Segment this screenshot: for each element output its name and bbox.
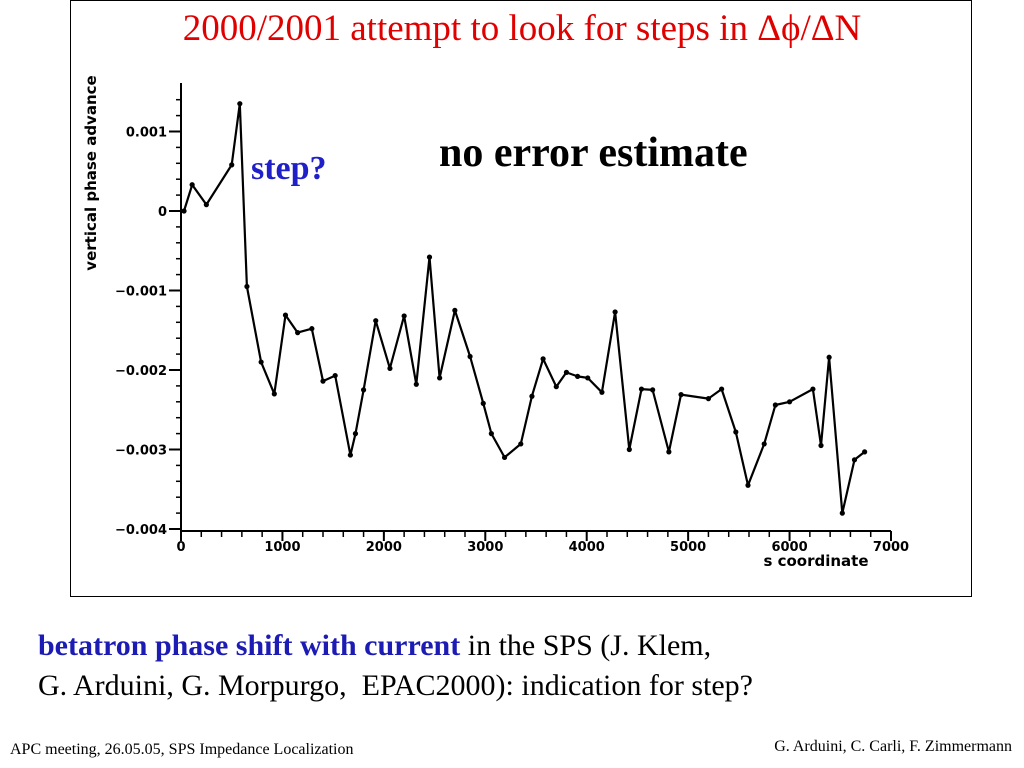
no-error-annotation: no error estimate	[439, 130, 748, 176]
data-point	[467, 353, 473, 360]
data-point	[203, 202, 209, 208]
data-point	[529, 393, 535, 399]
data-point	[826, 354, 832, 360]
data-point	[401, 313, 407, 319]
axes: 0.001 0 −0.001 −0.002 −0.003 −0.004 0 1000 2000 3…	[115, 83, 909, 555]
data-point	[347, 452, 353, 458]
data-point	[851, 457, 858, 463]
x-tick-label: 5000	[670, 540, 706, 555]
x-tick-label: 0	[176, 540, 185, 555]
data-point	[585, 375, 591, 381]
y-tick-label: 0	[158, 205, 167, 220]
data-point	[501, 454, 508, 461]
caption-line2: G. Arduini, G. Morpurgo, EPAC2000): indi…	[38, 669, 753, 702]
data-point	[818, 442, 824, 449]
data-point	[452, 307, 458, 313]
data-point	[599, 389, 605, 395]
data-point	[518, 441, 524, 447]
chart-title: 2000/2001 attempt to look for steps in Δ…	[182, 8, 862, 49]
caption: betatron phase shift with current in the…	[38, 626, 998, 706]
data-point	[638, 386, 645, 392]
series-layer	[181, 101, 868, 516]
data-point	[733, 429, 739, 435]
y-tick-label: −0.001	[115, 285, 167, 300]
data-point	[810, 386, 816, 392]
data-point	[563, 369, 570, 375]
caption-line1-rest: in the SPS (J. Klem,	[460, 629, 712, 662]
data-point	[540, 356, 546, 362]
data-point	[352, 431, 359, 437]
data-point	[761, 441, 767, 447]
data-point	[772, 402, 778, 408]
data-point	[373, 318, 379, 324]
x-tick-label: 3000	[467, 540, 503, 555]
data-point	[309, 326, 315, 332]
y-tick-label: 0.001	[126, 126, 167, 141]
data-point	[426, 254, 433, 260]
data-point	[626, 446, 632, 453]
data-point	[237, 101, 243, 107]
data-point	[705, 396, 712, 402]
data-point	[678, 392, 684, 398]
footer-left: APC meeting, 26.05.05, SPS Impedance Loc…	[10, 741, 354, 758]
data-point	[612, 309, 618, 315]
data-point	[839, 510, 845, 516]
data-point	[387, 365, 393, 372]
data-point	[488, 431, 494, 437]
y-tick-label: −0.003	[115, 444, 167, 459]
chart-frame: 2000/2001 attempt to look for steps in Δ…	[70, 0, 972, 597]
data-point	[360, 387, 367, 393]
y-tick-label: −0.004	[115, 523, 167, 538]
data-point	[229, 162, 235, 168]
x-tick-label: 4000	[569, 540, 605, 555]
data-point	[295, 330, 301, 336]
caption-highlight: betatron phase shift with current	[38, 629, 461, 662]
y-tick-label: −0.002	[115, 364, 167, 379]
data-point	[271, 391, 277, 397]
x-tick-label: 1000	[264, 540, 300, 555]
data-point	[480, 400, 486, 406]
data-point	[553, 384, 559, 390]
data-point	[862, 449, 868, 455]
data-point	[320, 378, 326, 384]
data-point	[189, 182, 195, 188]
data-point	[413, 381, 419, 387]
series-line	[182, 102, 866, 515]
data-point	[745, 482, 751, 488]
x-tick-label: 6000	[771, 540, 807, 555]
y-axis-label: vertical phase advance	[82, 75, 100, 270]
data-point	[282, 312, 289, 318]
data-point	[574, 373, 581, 379]
data-point	[719, 386, 725, 392]
data-point	[437, 375, 443, 381]
data-point	[332, 372, 338, 379]
data-point	[258, 359, 264, 365]
x-tick-label: 2000	[366, 540, 402, 555]
x-tick-label: 7000	[873, 540, 909, 555]
step-annotation: step?	[251, 150, 327, 187]
footer-right: G. Arduini, C. Carli, F. Zimmermann	[774, 738, 1012, 755]
data-point	[181, 208, 187, 214]
data-point	[786, 399, 793, 405]
chart-plot: 0.001 0 −0.001 −0.002 −0.003 −0.004 0 1000 2000 3…	[82, 75, 909, 570]
x-axis-label: s coordinate	[763, 552, 868, 570]
data-point	[650, 387, 656, 393]
data-point	[666, 449, 672, 455]
data-point	[244, 283, 250, 290]
